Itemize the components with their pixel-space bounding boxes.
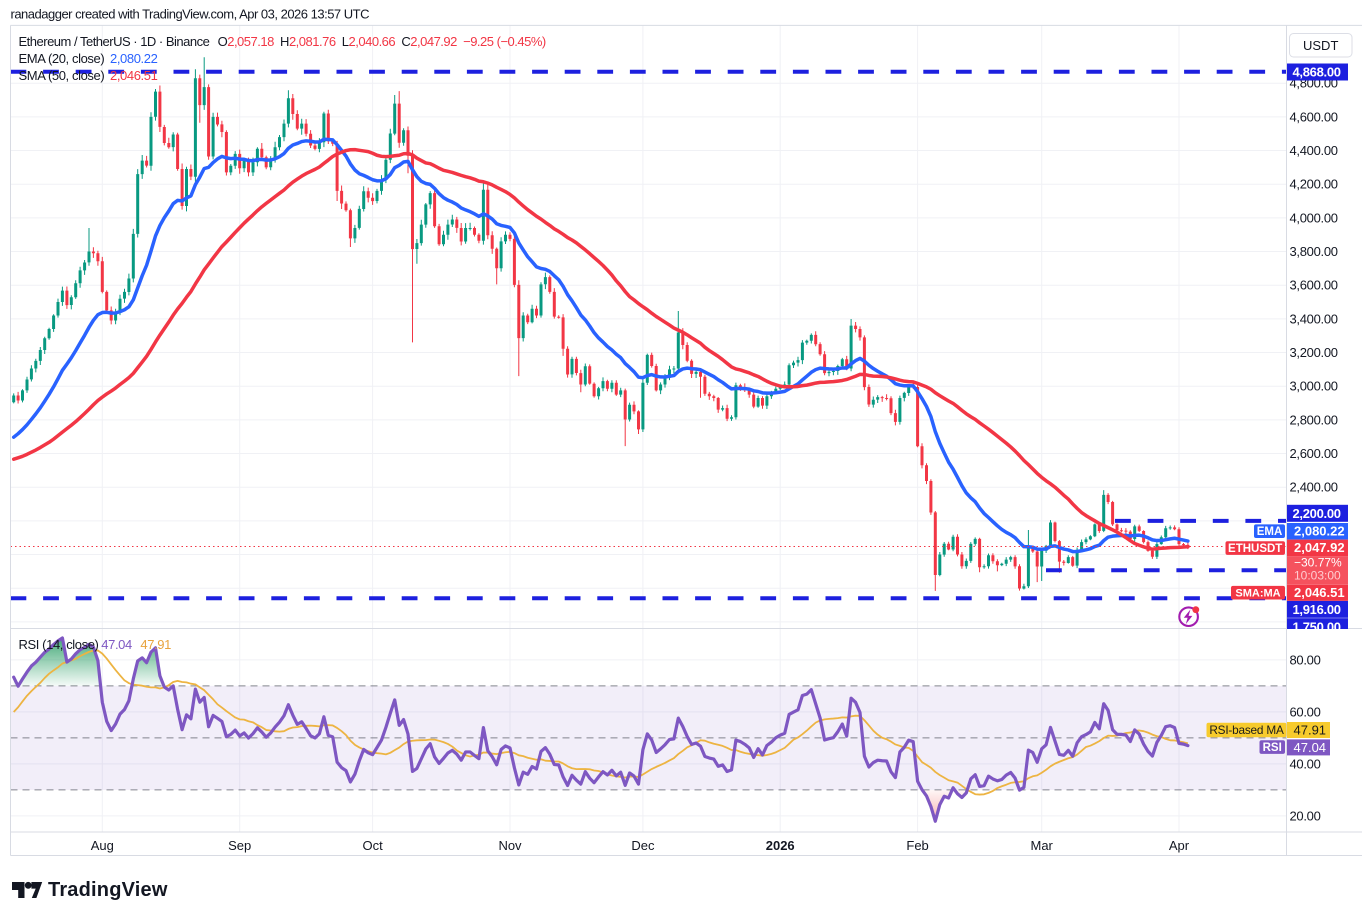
- svg-text:RSI (14, close): RSI (14, close): [19, 637, 99, 652]
- svg-text:2026: 2026: [766, 838, 795, 853]
- svg-text:SMA:MA: SMA:MA: [1235, 587, 1280, 599]
- svg-text:EMA (20, close): EMA (20, close): [19, 51, 105, 66]
- svg-text:47.91: 47.91: [140, 637, 171, 652]
- svg-text:Ethereum / TetherUS · 1D · Bin: Ethereum / TetherUS · 1D · Binance: [19, 34, 210, 49]
- svg-text:4,868.00: 4,868.00: [1293, 65, 1341, 80]
- svg-text:USDT: USDT: [1303, 38, 1338, 53]
- svg-text:O2,057.18 H2,081.76 L2,040.6: O2,057.18 H2,081.76 L2,040.66 C2,047.92 …: [218, 34, 546, 49]
- svg-text:2,200.00: 2,200.00: [1293, 506, 1341, 521]
- svg-text:SMA (50, close): SMA (50, close): [19, 68, 105, 83]
- svg-text:47.04: 47.04: [101, 637, 132, 652]
- svg-text:3,600.00: 3,600.00: [1290, 278, 1338, 293]
- svg-text:Sep: Sep: [228, 838, 251, 853]
- svg-text:RSI-based MA: RSI-based MA: [1209, 723, 1284, 737]
- svg-text:4,200.00: 4,200.00: [1290, 177, 1338, 192]
- svg-text:Oct: Oct: [362, 838, 383, 853]
- svg-text:TradingView: TradingView: [48, 879, 168, 901]
- svg-text:40.00: 40.00: [1290, 756, 1321, 771]
- svg-text:3,800.00: 3,800.00: [1290, 244, 1338, 259]
- svg-text:ETHUSDT: ETHUSDT: [1228, 543, 1282, 555]
- svg-text:ranadagger created with Tradin: ranadagger created with TradingView.com,…: [11, 7, 370, 22]
- svg-text:2,046.51: 2,046.51: [1294, 585, 1345, 600]
- svg-text:80.00: 80.00: [1290, 652, 1321, 667]
- svg-text:2,047.92: 2,047.92: [1294, 540, 1345, 555]
- svg-text:47.91: 47.91: [1294, 722, 1327, 737]
- svg-text:3,400.00: 3,400.00: [1290, 311, 1338, 326]
- svg-text:Apr: Apr: [1169, 838, 1190, 853]
- svg-text:2,080.22: 2,080.22: [110, 51, 158, 66]
- svg-text:4,000.00: 4,000.00: [1290, 210, 1338, 225]
- svg-text:2,600.00: 2,600.00: [1290, 446, 1338, 461]
- svg-text:1,750.00: 1,750.00: [1293, 619, 1341, 634]
- svg-text:2,800.00: 2,800.00: [1290, 412, 1338, 427]
- svg-text:3,200.00: 3,200.00: [1290, 345, 1338, 360]
- svg-text:3,000.00: 3,000.00: [1290, 379, 1338, 394]
- svg-text:RSI: RSI: [1263, 742, 1282, 754]
- svg-text:2,400.00: 2,400.00: [1290, 480, 1338, 495]
- svg-text:4,600.00: 4,600.00: [1290, 109, 1338, 124]
- svg-text:2,080.22: 2,080.22: [1294, 524, 1345, 539]
- svg-text:4,400.00: 4,400.00: [1290, 143, 1338, 158]
- svg-text:Feb: Feb: [906, 838, 928, 853]
- svg-text:EMA: EMA: [1257, 526, 1283, 538]
- svg-text:−30.77%: −30.77%: [1294, 555, 1342, 569]
- svg-text:Mar: Mar: [1031, 838, 1054, 853]
- svg-text:1,916.00: 1,916.00: [1293, 602, 1341, 617]
- svg-text:Nov: Nov: [498, 838, 522, 853]
- svg-text:Aug: Aug: [91, 838, 114, 853]
- svg-text:Dec: Dec: [631, 838, 655, 853]
- svg-text:10:03:00: 10:03:00: [1294, 569, 1341, 583]
- svg-text:47.04: 47.04: [1294, 740, 1327, 755]
- svg-text:2,046.51: 2,046.51: [110, 68, 158, 83]
- svg-text:60.00: 60.00: [1290, 704, 1321, 719]
- svg-text:20.00: 20.00: [1290, 808, 1321, 823]
